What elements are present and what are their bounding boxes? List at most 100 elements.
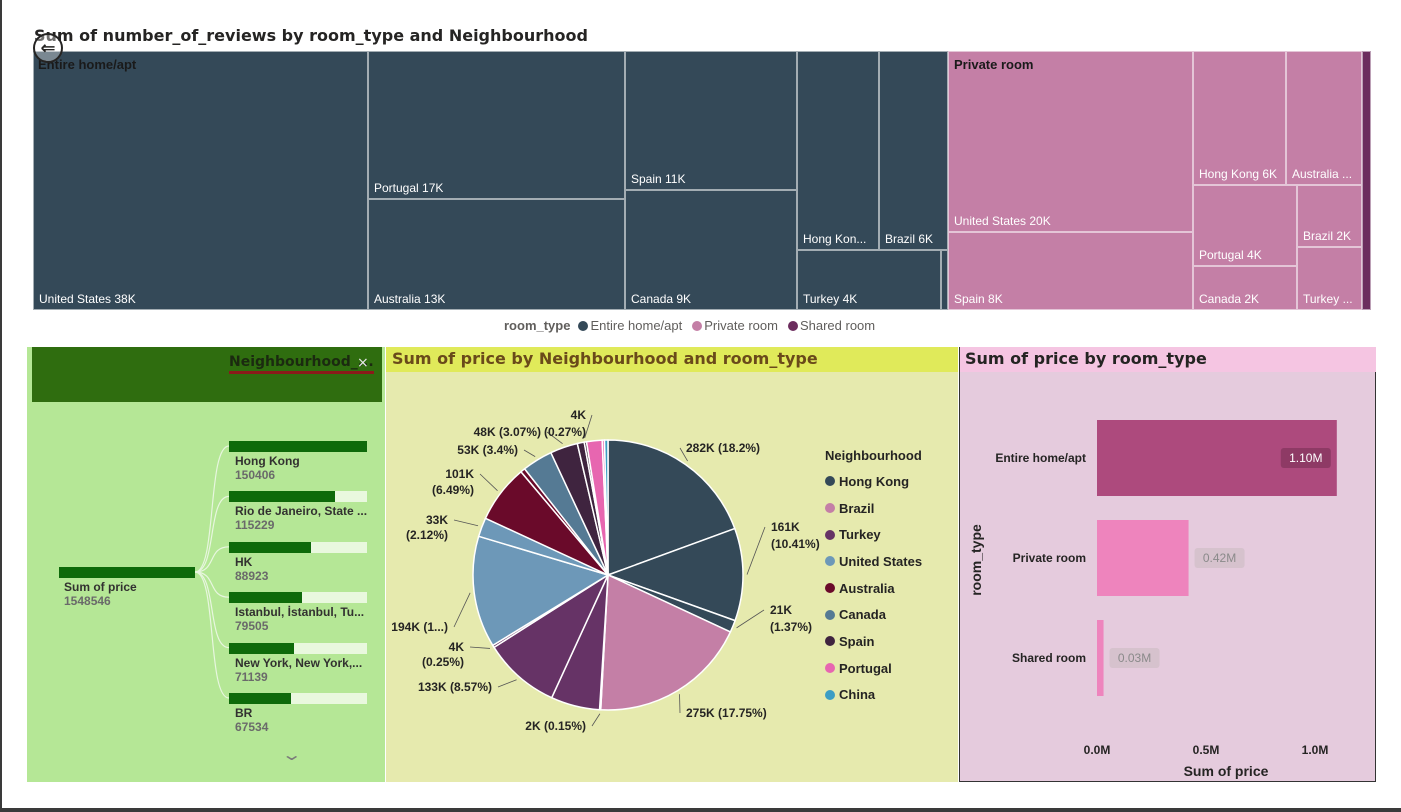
legend-dot xyxy=(825,663,835,674)
treemap-cell[interactable]: Hong Kon... xyxy=(797,51,879,250)
node-bar-track[interactable] xyxy=(229,642,367,654)
pie-legend-item[interactable]: United States xyxy=(825,548,922,575)
legend-dot xyxy=(825,529,835,540)
tree-link xyxy=(194,445,230,573)
drill-up-icon[interactable]: ⇐ xyxy=(33,33,63,63)
node-bar-fill xyxy=(229,693,291,704)
treemap-cell-label: Turkey 4K xyxy=(803,292,858,306)
pie-legend-item[interactable]: China xyxy=(825,682,922,709)
pie-data-label: 275K (17.75%) xyxy=(686,706,767,720)
bar-value-badge xyxy=(1194,548,1245,568)
chevron-down-icon[interactable]: ⌄ xyxy=(280,745,303,764)
treemap-cell-label: Canada 2K xyxy=(1199,292,1260,306)
treemap-cell[interactable]: Brazil 6K xyxy=(879,51,948,250)
legend-label: Private room xyxy=(704,318,778,333)
bar-chart[interactable]: Entire home/apt 1.10M Private room 0.42M Sha… xyxy=(960,347,1376,782)
pie-legend-item[interactable]: Portugal xyxy=(825,655,922,682)
node-bar-track[interactable] xyxy=(229,693,367,704)
pie-legend-item[interactable]: Canada xyxy=(825,601,922,628)
treemap-cell[interactable]: Brazil 2K xyxy=(1297,185,1362,247)
bar-value-label: 1.10M xyxy=(1289,451,1322,465)
pie-legend-items: Hong Kong Brazil Turkey United States Austra… xyxy=(825,468,922,708)
neighbourhood-level-chip[interactable]: Neighbourhood_... xyxy=(229,354,374,374)
tree-link xyxy=(194,571,230,699)
pie-legend-item[interactable]: Spain xyxy=(825,628,922,655)
pie-legend-item[interactable]: Brazil xyxy=(825,495,922,522)
legend-item-entire-home[interactable]: Entire home/apt xyxy=(578,318,682,333)
treemap-legend-title: room_type xyxy=(504,318,571,333)
decomposition-tree-links xyxy=(194,445,230,699)
pie-leader-line xyxy=(546,431,563,444)
x-tick-label: 1.0M xyxy=(1302,743,1329,757)
pie-leader-line xyxy=(453,519,479,527)
pie-legend-item[interactable]: Australia xyxy=(825,575,922,602)
treemap-cell[interactable]: Australia ... xyxy=(1286,51,1362,185)
node-bar-track[interactable] xyxy=(229,541,367,553)
bar-category-label: Entire home/apt xyxy=(995,451,1086,465)
bar-chart-panel[interactable]: Sum of price by room_type Entire home/ap… xyxy=(959,347,1376,782)
treemap-cell[interactable]: Canada 9K xyxy=(625,190,797,310)
pie-legend-item[interactable]: Turkey xyxy=(825,521,922,548)
treemap-cell[interactable]: Turkey 4K xyxy=(797,250,941,310)
pie-leader-line xyxy=(497,679,517,688)
bar-value-label: 0.03M xyxy=(1118,651,1151,665)
pie-slice[interactable] xyxy=(472,535,610,647)
bar-value-badge xyxy=(1109,648,1160,668)
treemap-cell[interactable] xyxy=(1362,51,1371,310)
pie-leader-line xyxy=(523,449,536,457)
pie-slice[interactable] xyxy=(607,439,736,577)
pie-legend-label: Canada xyxy=(839,607,886,623)
x-axis-title: Sum of price xyxy=(1184,763,1269,779)
pie-slice[interactable] xyxy=(492,573,610,699)
pie-data-label: 53K (3.4%) xyxy=(457,443,518,457)
treemap-cell[interactable]: Turkey ... xyxy=(1297,247,1362,310)
pie-slice[interactable] xyxy=(605,527,744,622)
node-bar-track[interactable] xyxy=(229,491,367,503)
node-bar-track[interactable] xyxy=(229,592,367,604)
pie-legend-label: United States xyxy=(839,553,923,569)
pie-slice[interactable] xyxy=(603,439,609,576)
bar-value-badge xyxy=(1280,448,1331,468)
treemap-chart[interactable]: United States 38K Portugal 17K Australia 1… xyxy=(33,51,1371,310)
legend-item-shared-room[interactable]: Shared room xyxy=(787,318,875,333)
treemap-cell[interactable]: Australia 13K xyxy=(368,199,625,310)
close-icon[interactable]: × xyxy=(357,355,369,371)
legend-dot xyxy=(825,556,835,567)
legend-item-private-room[interactable]: Private room xyxy=(692,318,778,333)
pie-leader-line xyxy=(746,526,766,575)
bar-value-label: 0.42M xyxy=(1203,551,1236,565)
node-bar-fill xyxy=(229,592,302,604)
legend-dot xyxy=(578,320,589,331)
bar-title: Sum of price by room_type xyxy=(965,349,1207,368)
treemap-cell-label: Brazil 6K xyxy=(885,232,934,246)
node-bar-track[interactable] xyxy=(229,441,367,452)
y-axis-title: room_type xyxy=(968,524,984,596)
treemap-cell[interactable]: Spain 8K xyxy=(948,232,1193,310)
treemap-cell[interactable]: Hong Kong 6K xyxy=(1193,51,1286,185)
pie-data-label: 48K (3.07%) xyxy=(474,425,541,439)
pie-slice[interactable] xyxy=(599,573,732,711)
pie-legend-title: Neighbourhood xyxy=(825,448,922,463)
node-value: 150406 xyxy=(235,468,276,482)
bar-title-bar xyxy=(960,347,1376,372)
bar[interactable] xyxy=(1097,520,1189,596)
treemap-cell[interactable]: Spain 11K xyxy=(625,51,797,190)
pie-chart[interactable]: 282K (18.2%) 161K (10.41%) 21K (1.37%) 275K (… xyxy=(386,347,826,782)
treemap-cell[interactable]: Portugal 4K xyxy=(1193,185,1297,266)
treemap-cell[interactable]: United States 38K xyxy=(33,51,368,310)
tree-link xyxy=(194,571,230,598)
treemap-cell[interactable]: United States 20K xyxy=(948,51,1193,232)
decomposition-tree-panel[interactable]: Neighbourhood_... × Sum of price 1548546… xyxy=(27,347,385,782)
bar[interactable] xyxy=(1097,620,1104,696)
legend-dot xyxy=(825,689,835,700)
node-value: 115229 xyxy=(235,518,275,533)
pie-chart-panel[interactable]: Sum of price by Neighbourhood and room_t… xyxy=(386,347,958,782)
treemap-cell[interactable]: Canada 2K xyxy=(1193,266,1297,310)
root-bar[interactable] xyxy=(59,567,195,578)
pie-leader-line xyxy=(469,646,491,649)
treemap-cell[interactable]: Portugal 17K xyxy=(368,51,625,199)
pie-legend-item[interactable]: Hong Kong xyxy=(825,468,922,495)
node-label: New York, New York,... xyxy=(235,655,363,670)
treemap-cell[interactable] xyxy=(941,250,948,310)
node-bar-fill xyxy=(229,441,367,452)
